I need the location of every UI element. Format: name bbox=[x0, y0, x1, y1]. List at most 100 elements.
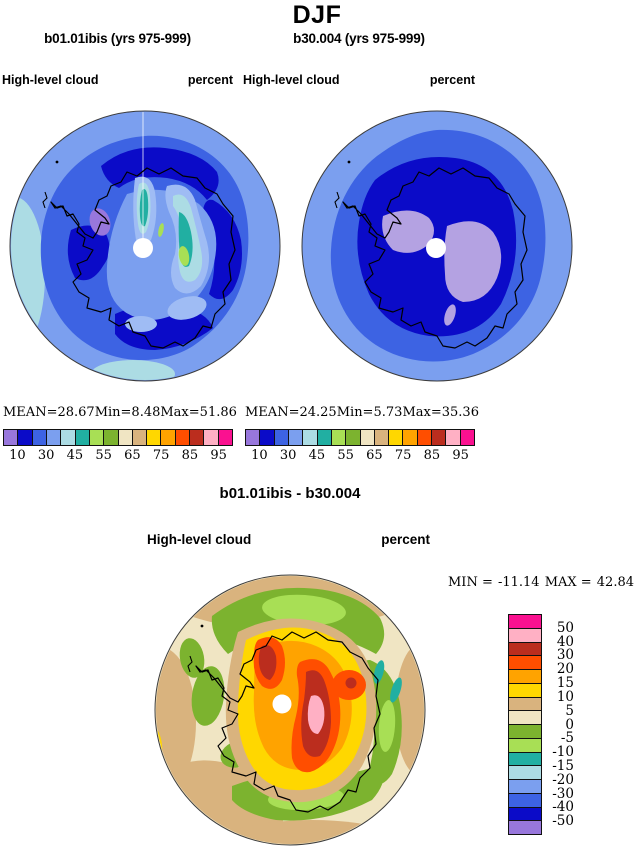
mean-value: 28.67 bbox=[57, 405, 95, 420]
diff-scale-label: 50 bbox=[556, 619, 574, 636]
colorbar-tick-label: 85 bbox=[423, 448, 441, 463]
colorbar-cell-tan bbox=[509, 697, 541, 712]
colorbar-cell-orangered bbox=[417, 430, 433, 445]
colorbar-tick-label: 85 bbox=[181, 448, 199, 463]
contour-region bbox=[125, 316, 157, 332]
map-b01-01ibis bbox=[9, 110, 281, 382]
colorbar-cell-orange bbox=[161, 430, 176, 445]
colorbar-cell-teal bbox=[509, 752, 541, 767]
colorbar-cell-pink bbox=[509, 628, 541, 643]
field-label: High-level cloud bbox=[2, 73, 99, 87]
contour-region bbox=[444, 221, 502, 302]
colorbar-cell-beige bbox=[118, 430, 133, 445]
colorbar-cell-orange bbox=[403, 430, 418, 445]
colorbar-right bbox=[245, 429, 475, 446]
colorbar-tick-label: 45 bbox=[66, 448, 84, 463]
diff-scale-label: -40 bbox=[552, 799, 574, 816]
colorbar-cell-navy bbox=[509, 807, 541, 822]
colorbar-cell-lightgreen bbox=[89, 430, 105, 445]
panel-left-label-row: High-level cloud percent bbox=[2, 73, 233, 87]
colorbar-cell-cornflower bbox=[509, 780, 541, 794]
diff-scale-label: 20 bbox=[556, 661, 574, 678]
colorbar-tick-label: 45 bbox=[308, 448, 326, 463]
min-label: MIN = bbox=[448, 575, 493, 590]
colorbar-tick-label: 55 bbox=[95, 448, 112, 463]
colorbar-cell-olivegreen bbox=[509, 725, 541, 739]
diff-scale-label: -30 bbox=[552, 785, 574, 802]
diff-scale-label: -20 bbox=[552, 771, 574, 788]
panel-right-title: b30.004 (yrs 975-999) bbox=[293, 31, 425, 46]
contour-region bbox=[378, 700, 396, 752]
max-label: Max= bbox=[402, 405, 442, 420]
diff-label-row: High-level cloud percent bbox=[147, 532, 430, 547]
colorbar-cell-tan bbox=[132, 430, 148, 445]
map-b30-004 bbox=[301, 110, 573, 382]
colorbar-cell-lightgreen bbox=[331, 430, 347, 445]
diff-scale-label: 10 bbox=[556, 688, 574, 705]
contour-region bbox=[178, 246, 190, 266]
mean-value: 24.25 bbox=[299, 405, 337, 420]
contour-region bbox=[262, 594, 346, 626]
colorbar-cell-pink bbox=[204, 430, 219, 445]
colorbar-cell-teal bbox=[75, 430, 90, 445]
colorbar-cell-orangered bbox=[509, 656, 541, 670]
colorbar-cell-olivegreen bbox=[104, 430, 119, 445]
contour-region bbox=[139, 189, 149, 227]
colorbar-cell-cornflower bbox=[288, 430, 304, 445]
max-value: 42.84 bbox=[596, 575, 634, 590]
colorbar-left-ticks: 10 30 45 55 65 75 85 95 bbox=[3, 448, 233, 465]
units-label: percent bbox=[429, 73, 475, 87]
min-value: 8.48 bbox=[131, 405, 161, 420]
pole-hole bbox=[272, 694, 292, 714]
colorbar-cell-royal bbox=[274, 430, 289, 445]
min-label: Min= bbox=[336, 405, 374, 420]
max-label: MAX = bbox=[544, 575, 592, 590]
colorbar-tick-label: 30 bbox=[279, 448, 297, 463]
panel-left-title: b01.01ibis (yrs 975-999) bbox=[44, 31, 191, 46]
colorbar-cell-gold bbox=[509, 683, 541, 698]
diff-scale-label: 15 bbox=[556, 675, 574, 692]
min-label: Min= bbox=[94, 405, 132, 420]
panel-right-label-row: High-level cloud percent bbox=[243, 73, 475, 87]
diff-scale-label: 30 bbox=[556, 647, 574, 664]
colorbar-tick-label: 10 bbox=[9, 448, 26, 463]
diff-scale-label: 40 bbox=[556, 633, 574, 650]
colorbar-left bbox=[3, 429, 233, 446]
field-label: High-level cloud bbox=[243, 73, 340, 87]
colorbar-cell-orangered bbox=[175, 430, 191, 445]
colorbar-cell-navy bbox=[260, 430, 275, 445]
diff-colorbar bbox=[508, 614, 542, 835]
colorbar-cell-teal bbox=[317, 430, 332, 445]
max-label: Max= bbox=[160, 405, 200, 420]
colorbar-cell-palecyan bbox=[509, 766, 541, 780]
mean-label: MEAN= bbox=[245, 405, 300, 420]
max-value: 51.86 bbox=[199, 405, 237, 420]
contour-region bbox=[158, 223, 164, 237]
field-label: High-level cloud bbox=[147, 532, 252, 547]
map-difference bbox=[154, 574, 426, 846]
contour-region bbox=[307, 695, 325, 734]
contour-region bbox=[444, 304, 456, 326]
colorbar-cell-lightgreen bbox=[509, 738, 541, 753]
colorbar-tick-label: 75 bbox=[152, 448, 170, 463]
contour-region bbox=[382, 210, 434, 253]
colorbar-cell-beige bbox=[360, 430, 375, 445]
colorbar-cell-beige bbox=[509, 711, 541, 725]
colorbar-cell-magenta bbox=[460, 430, 474, 445]
max-value: 35.36 bbox=[441, 405, 479, 420]
contour-region bbox=[89, 208, 111, 236]
colorbar-cell-purple bbox=[509, 821, 541, 834]
colorbar-tick-label: 95 bbox=[452, 448, 469, 463]
min-value: 5.73 bbox=[373, 405, 403, 420]
colorbar-cell-palecyan bbox=[303, 430, 318, 445]
min-value: -11.14 bbox=[497, 575, 540, 590]
contour-region bbox=[91, 360, 175, 380]
contour-region bbox=[258, 645, 277, 680]
diff-title: b01.01ibis - b30.004 bbox=[219, 485, 361, 502]
colorbar-cell-gold bbox=[389, 430, 404, 445]
contour-region bbox=[395, 644, 424, 776]
colorbar-tick-label: 65 bbox=[124, 448, 141, 463]
colorbar-tick-label: 95 bbox=[210, 448, 227, 463]
pole-hole bbox=[426, 238, 446, 258]
